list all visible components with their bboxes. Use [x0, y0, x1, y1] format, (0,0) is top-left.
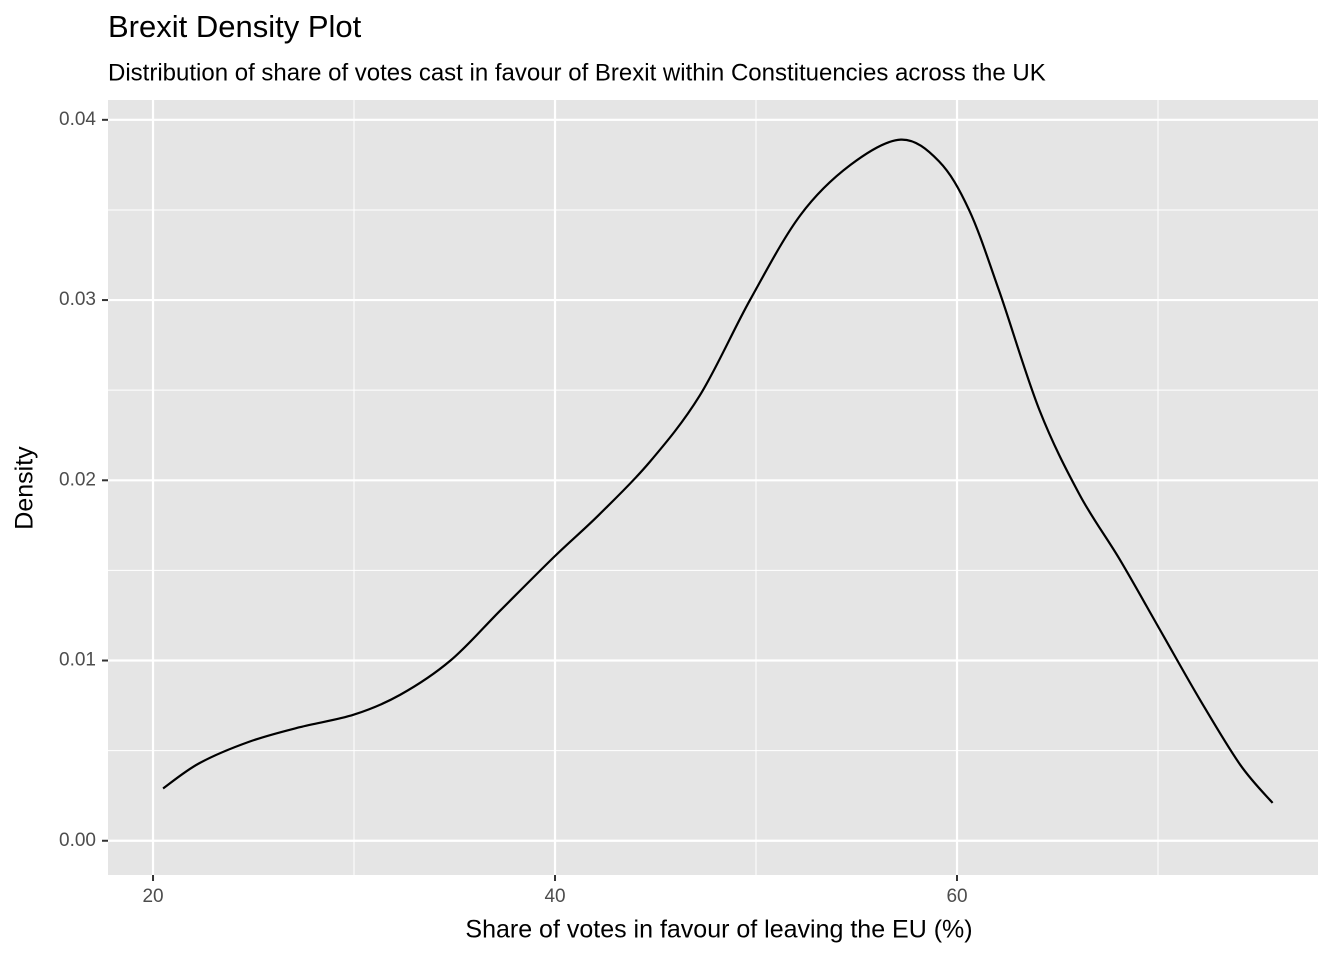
chart-subtitle: Distribution of share of votes cast in f… [108, 59, 1046, 86]
chart-title: Brexit Density Plot [108, 9, 362, 44]
y-tick-label: 0.00 [59, 830, 96, 851]
x-tick-label: 40 [544, 886, 565, 907]
y-axis-title: Density [11, 446, 39, 530]
x-tick-label: 20 [142, 886, 163, 907]
y-tick-label: 0.01 [59, 650, 96, 671]
y-tick-label: 0.02 [59, 469, 96, 490]
x-axis-title: Share of votes in favour of leaving the … [465, 916, 972, 944]
panel-background [108, 100, 1318, 875]
density-line [162, 138, 1274, 804]
y-tick-label: 0.04 [59, 109, 96, 130]
y-tick-label: 0.03 [59, 289, 96, 310]
x-tick-label: 60 [946, 886, 967, 907]
